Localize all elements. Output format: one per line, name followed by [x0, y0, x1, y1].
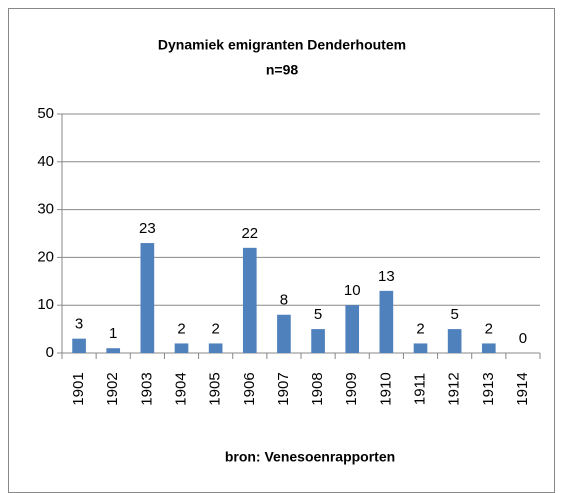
bar — [345, 305, 360, 353]
bar — [447, 329, 462, 353]
x-tick-label: 1904 — [172, 372, 189, 405]
y-tick-label: 10 — [37, 296, 54, 313]
bar — [140, 243, 155, 353]
data-label: 2 — [416, 320, 424, 337]
y-tick-label: 50 — [37, 105, 54, 122]
chart-subtitle: n=98 — [266, 62, 299, 78]
bar — [72, 338, 86, 353]
data-label: 10 — [344, 282, 361, 299]
data-label: 5 — [314, 306, 322, 323]
data-label: 23 — [139, 220, 156, 237]
y-tick-label: 40 — [37, 153, 54, 170]
data-label: 22 — [241, 225, 258, 242]
x-tick-label: 1911 — [411, 373, 428, 405]
bar — [311, 329, 325, 353]
data-label: 1 — [109, 325, 117, 342]
chart-border — [8, 8, 555, 493]
x-tick-label: 1902 — [104, 372, 121, 405]
bar — [277, 314, 291, 353]
x-tick-label: 1912 — [446, 372, 463, 405]
bar — [379, 290, 394, 353]
x-tick-label: 1907 — [275, 372, 292, 405]
x-tick-label: 1905 — [207, 372, 224, 405]
x-tick-label: 1901 — [70, 372, 87, 405]
bar — [106, 348, 121, 353]
bar — [208, 343, 223, 353]
x-tick-label: 1914 — [514, 372, 531, 405]
x-tick-label: 1913 — [480, 372, 497, 405]
x-tick-label: 1908 — [309, 372, 326, 405]
data-label: 13 — [378, 268, 395, 285]
data-label: 3 — [75, 316, 83, 333]
x-axis-label: bron: Venesoenrapporten — [225, 449, 395, 465]
bar — [481, 343, 496, 353]
data-label: 2 — [485, 320, 493, 337]
x-tick-label: 1910 — [377, 372, 394, 405]
y-tick-label: 0 — [46, 344, 54, 361]
bar — [413, 343, 428, 353]
data-label: 2 — [177, 320, 185, 337]
bar — [242, 247, 257, 353]
data-label: 0 — [519, 330, 527, 347]
data-label: 5 — [450, 306, 458, 323]
x-tick-label: 1906 — [241, 372, 258, 405]
y-tick-label: 20 — [37, 248, 54, 265]
data-label: 8 — [280, 292, 288, 309]
chart-title: Dynamiek emigranten Denderhoutem — [158, 37, 406, 53]
x-tick-label: 1909 — [343, 372, 360, 405]
x-tick-label: 1903 — [138, 372, 155, 405]
data-label: 2 — [211, 320, 219, 337]
y-tick-label: 30 — [37, 201, 54, 218]
bar — [174, 343, 189, 353]
